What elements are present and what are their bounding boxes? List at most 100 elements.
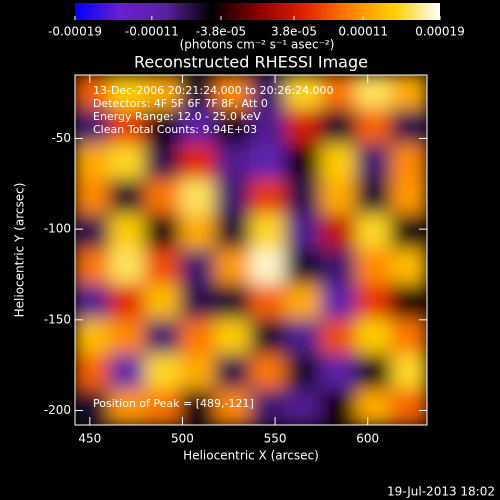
x-tick-label: 500 [171, 432, 194, 446]
heat-cell [320, 354, 358, 391]
heat-cell [355, 214, 393, 251]
heat-cell [144, 249, 182, 286]
heat-cell [179, 249, 217, 286]
x-tick-label: 550 [264, 432, 287, 446]
heat-cell [390, 249, 427, 286]
heat-cell [75, 179, 112, 216]
colorbar-tick-label: -0.00011 [125, 25, 179, 39]
heat-cell [320, 214, 358, 251]
heat-cell [144, 354, 182, 391]
heat-cell [320, 179, 358, 216]
heat-cell [144, 75, 182, 111]
heat-cell [355, 144, 393, 181]
heat-cell [109, 249, 147, 286]
heat-cell [179, 179, 217, 216]
heat-cell [214, 109, 252, 146]
y-tick-label: -100 [44, 222, 71, 236]
heat-cell [355, 319, 393, 356]
heat-cell [285, 214, 323, 251]
heat-cell [75, 109, 112, 146]
heat-cell [75, 389, 112, 425]
heat-cell [250, 249, 288, 286]
peak-label: Position of Peak = [489,-121] [93, 397, 254, 410]
heat-cell [250, 284, 288, 321]
heat-cell [144, 144, 182, 181]
heat-cell [390, 179, 427, 216]
heat-cell [214, 284, 252, 321]
heat-cell [75, 75, 112, 111]
heat-cell [109, 75, 147, 111]
heat-cell [390, 354, 427, 391]
y-tick-label: -200 [44, 403, 71, 417]
heat-cell [355, 389, 393, 425]
heat-cell [390, 389, 427, 425]
heat-cell [285, 109, 323, 146]
heat-cell [320, 144, 358, 181]
heat-cell [320, 389, 358, 425]
heat-cell [109, 109, 147, 146]
annotation: Clean Total Counts: 9.94E+03 [93, 123, 257, 136]
heat-cell [214, 249, 252, 286]
heat-cell [320, 319, 358, 356]
heat-cell [75, 214, 112, 251]
heat-cell [285, 75, 323, 111]
heat-cell [214, 354, 252, 391]
heat-cell [144, 319, 182, 356]
colorbar-label: (photons cm⁻² s⁻¹ asec⁻²) [180, 38, 335, 52]
colorbar-tick-label: -3.8e-05 [196, 25, 246, 39]
heat-cell [355, 284, 393, 321]
heat-cell [179, 144, 217, 181]
heat-cell [250, 319, 288, 356]
heat-cell [109, 179, 147, 216]
heat-cell [144, 179, 182, 216]
heat-cell [285, 354, 323, 391]
heat-cell [250, 354, 288, 391]
plot-frame [74, 74, 428, 426]
heat-cell [320, 109, 358, 146]
heat-cell [250, 75, 288, 111]
colorbar-tick-label: -0.00019 [48, 25, 102, 39]
heat-cell [390, 144, 427, 181]
heat-cell [179, 109, 217, 146]
x-tick-label: 600 [356, 432, 379, 446]
heat-cell [75, 284, 112, 321]
y-tick-label: -50 [51, 131, 71, 145]
heat-cell [75, 144, 112, 181]
heat-cell [390, 214, 427, 251]
heat-cell [285, 249, 323, 286]
chart-title: Reconstructed RHESSI Image [134, 53, 368, 72]
heat-cell [214, 319, 252, 356]
heat-cell [320, 75, 358, 111]
annotation: Energy Range: 12.0 - 25.0 keV [93, 110, 261, 123]
heat-cell [179, 284, 217, 321]
heat-cell [179, 319, 217, 356]
heat-cell [250, 179, 288, 216]
heatmap [75, 75, 427, 425]
heat-cell [355, 179, 393, 216]
heat-cell [179, 354, 217, 391]
heat-cell [355, 109, 393, 146]
heat-cell [109, 214, 147, 251]
heat-cell [250, 109, 288, 146]
heat-cell [285, 319, 323, 356]
heat-cell [320, 284, 358, 321]
heat-cell [75, 319, 112, 356]
heat-cell [214, 214, 252, 251]
heat-cell [285, 144, 323, 181]
heat-cell [390, 319, 427, 356]
heat-cell [250, 214, 288, 251]
heat-cell [355, 354, 393, 391]
heat-cell [109, 319, 147, 356]
heat-cell [355, 75, 393, 111]
heat-cell [144, 214, 182, 251]
timestamp: 19-Jul-2013 18:02 [387, 485, 495, 499]
heat-cell [144, 284, 182, 321]
annotation: 13-Dec-2006 20:21:24.000 to 20:26:24.000 [93, 84, 334, 97]
heat-cell [109, 144, 147, 181]
colorbar [75, 3, 440, 20]
heat-cell [109, 389, 147, 425]
heat-cell [75, 249, 112, 286]
heat-cell [144, 389, 182, 425]
heat-cell [109, 354, 147, 391]
